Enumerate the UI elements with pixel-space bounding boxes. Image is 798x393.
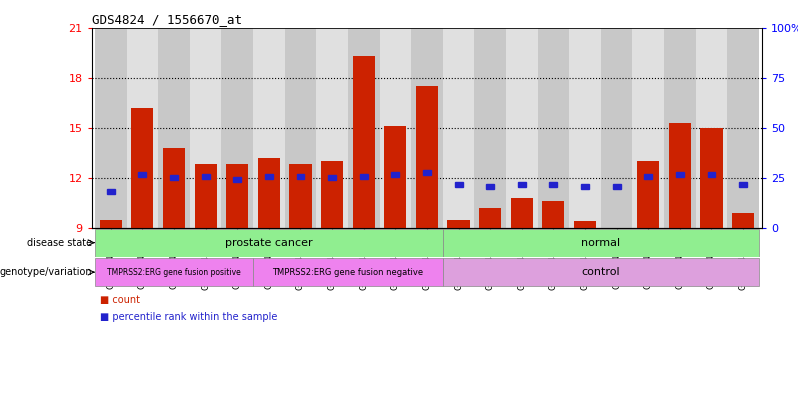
Bar (253, 258, 443, 286)
Text: disease state: disease state (27, 238, 93, 248)
Bar (385, 126, 406, 228)
Bar (316, 28, 348, 228)
Bar (633, 28, 664, 228)
Bar (158, 28, 190, 228)
Text: GDS4824 / 1556670_at: GDS4824 / 1556670_at (92, 13, 242, 26)
Bar (321, 161, 343, 228)
Bar (474, 28, 506, 228)
Bar (637, 161, 659, 228)
Bar (701, 128, 722, 228)
Bar (455, 182, 463, 187)
Bar (290, 165, 311, 228)
Bar (511, 198, 533, 228)
Bar (574, 221, 596, 228)
Bar (258, 158, 280, 228)
Bar (360, 174, 368, 178)
Bar (739, 182, 747, 187)
Bar (479, 208, 501, 228)
Bar (411, 28, 443, 228)
Bar (202, 174, 210, 178)
Bar (443, 28, 474, 228)
Bar (518, 182, 526, 187)
Bar (669, 123, 691, 228)
Bar (190, 28, 221, 228)
Bar (696, 28, 727, 228)
Bar (601, 28, 633, 228)
Bar (443, 258, 759, 286)
Bar (127, 28, 158, 228)
Bar (448, 220, 469, 228)
Bar (163, 148, 185, 228)
Bar (95, 229, 443, 257)
Bar (644, 174, 652, 178)
Text: prostate cancer: prostate cancer (225, 238, 313, 248)
Bar (732, 213, 754, 228)
Bar (348, 28, 380, 228)
Bar (95, 28, 127, 228)
Bar (443, 229, 759, 257)
Bar (423, 171, 431, 175)
Bar (195, 165, 217, 228)
Bar (543, 201, 564, 228)
Bar (226, 165, 248, 228)
Bar (538, 28, 569, 228)
Bar (353, 56, 375, 228)
Bar (416, 86, 438, 228)
Bar (170, 176, 178, 180)
Text: normal: normal (581, 238, 620, 248)
Bar (285, 28, 316, 228)
Text: control: control (582, 267, 620, 277)
Bar (297, 174, 304, 178)
Bar (550, 182, 557, 187)
Bar (107, 189, 115, 193)
Bar (664, 28, 696, 228)
Bar (569, 28, 601, 228)
Bar (606, 228, 628, 231)
Bar (676, 172, 684, 177)
Bar (486, 184, 494, 189)
Bar (233, 177, 241, 182)
Bar (95, 258, 253, 286)
Text: TMPRSS2:ERG gene fusion positive: TMPRSS2:ERG gene fusion positive (107, 268, 241, 277)
Bar (613, 184, 621, 189)
Bar (253, 28, 285, 228)
Bar (391, 172, 399, 177)
Bar (506, 28, 538, 228)
Text: ■ percentile rank within the sample: ■ percentile rank within the sample (100, 312, 277, 322)
Bar (138, 172, 146, 177)
Text: ■ count: ■ count (100, 295, 140, 305)
Bar (328, 176, 336, 180)
Bar (581, 184, 589, 189)
Bar (727, 28, 759, 228)
Bar (100, 220, 122, 228)
Bar (132, 108, 153, 228)
Bar (221, 28, 253, 228)
Text: genotype/variation: genotype/variation (0, 267, 93, 277)
Bar (380, 28, 411, 228)
Text: TMPRSS2:ERG gene fusion negative: TMPRSS2:ERG gene fusion negative (272, 268, 424, 277)
Bar (265, 174, 273, 178)
Bar (708, 172, 716, 177)
